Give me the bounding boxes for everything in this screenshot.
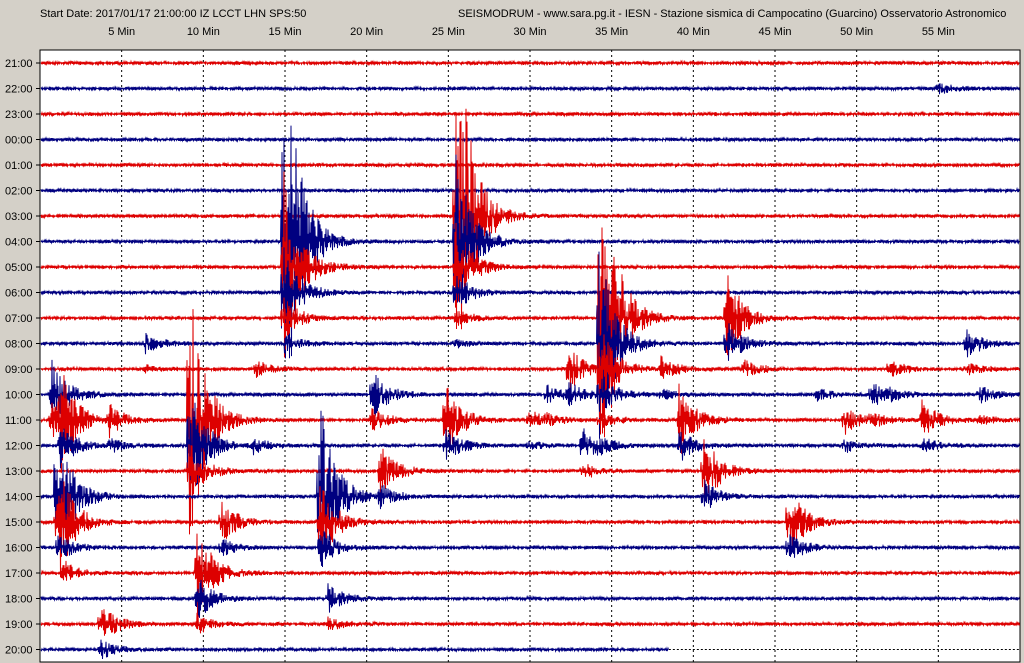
- row-time-label: 06:00: [5, 288, 33, 300]
- row-time-label: 01:00: [5, 160, 33, 172]
- seismic-trace: [40, 439, 1020, 503]
- x-tick-label: 20 Min: [350, 26, 383, 38]
- x-tick-label: 30 Min: [513, 26, 546, 38]
- trace-layer: [40, 59, 1020, 660]
- x-tick-label: 25 Min: [432, 26, 465, 38]
- row-time-label: 19:00: [5, 619, 33, 631]
- x-tick-label: 10 Min: [187, 26, 220, 38]
- seismic-trace: [40, 639, 669, 660]
- seismic-trace: [40, 83, 1020, 95]
- seismic-trace: [40, 410, 1020, 568]
- station-info-label: SEISMODRUM - www.sara.pg.it - IESN - Sta…: [458, 8, 1007, 20]
- seismic-trace: [40, 251, 1020, 439]
- seismic-trace: [40, 59, 1020, 67]
- seismic-trace: [40, 579, 1020, 618]
- seismic-trace: [40, 247, 1020, 324]
- seismic-trace: [40, 609, 1020, 636]
- x-tick-label: 50 Min: [840, 26, 873, 38]
- seismic-trace: [40, 481, 1020, 578]
- label-layer: 5 Min 10 Min 15 Min 20 Min 25 Min 30 Min 35 Mi…: [5, 26, 955, 657]
- x-tick-label: 5 Min: [108, 26, 135, 38]
- seismic-trace: [40, 309, 1020, 535]
- row-time-label: 04:00: [5, 237, 33, 249]
- row-time-label: 12:00: [5, 441, 33, 453]
- row-time-label: 23:00: [5, 109, 33, 121]
- seismic-trace: [40, 533, 1020, 617]
- row-time-label: 14:00: [5, 492, 33, 504]
- row-time-label: 21:00: [5, 58, 33, 70]
- row-time-label: 13:00: [5, 466, 33, 478]
- seismic-trace: [40, 186, 1020, 195]
- row-time-label: 22:00: [5, 84, 33, 96]
- row-time-label: 11:00: [5, 415, 32, 427]
- x-tick-label: 40 Min: [677, 26, 710, 38]
- row-time-label: 07:00: [5, 313, 33, 325]
- seismic-trace: [40, 135, 1020, 144]
- x-tick-label: 45 Min: [758, 26, 791, 38]
- x-tick-label: 15 Min: [268, 26, 301, 38]
- row-time-label: 17:00: [5, 568, 33, 580]
- x-tick-label: 35 Min: [595, 26, 628, 38]
- row-time-label: 03:00: [5, 211, 33, 223]
- row-time-label: 10:00: [5, 390, 33, 402]
- seismic-trace: [40, 161, 1020, 169]
- row-time-label: 05:00: [5, 262, 33, 274]
- start-date-label: Start Date: 2017/01/17 21:00:00 IZ LCCT …: [40, 8, 307, 20]
- row-time-label: 08:00: [5, 339, 33, 351]
- seismic-trace: [40, 359, 1020, 423]
- row-time-label: 18:00: [5, 594, 33, 606]
- seismic-trace: [40, 171, 1020, 358]
- x-tick-label: 55 Min: [922, 26, 955, 38]
- seismic-trace: [40, 334, 1020, 419]
- seismic-trace: [40, 227, 1020, 438]
- seismic-trace: [40, 125, 1020, 359]
- seismic-trace: [40, 108, 1020, 330]
- row-time-label: 16:00: [5, 543, 33, 555]
- row-time-label: 15:00: [5, 517, 33, 529]
- row-time-label: 09:00: [5, 364, 33, 376]
- seismic-trace: [40, 402, 1020, 491]
- row-time-label: 00:00: [5, 135, 33, 147]
- row-time-label: 20:00: [5, 645, 33, 657]
- row-time-label: 02:00: [5, 186, 33, 198]
- seismic-trace: [40, 531, 1020, 566]
- seismic-trace: [40, 110, 1020, 118]
